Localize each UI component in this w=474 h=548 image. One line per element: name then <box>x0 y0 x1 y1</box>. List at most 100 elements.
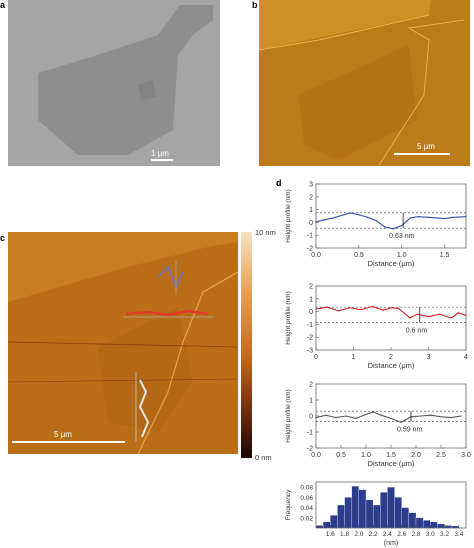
panel-c-scalebar <box>12 441 125 443</box>
x-tick-label: 1 <box>352 354 356 361</box>
panel-d-letter: d <box>276 178 282 188</box>
panel-a-letter: a <box>0 0 6 10</box>
profile-point <box>440 416 442 418</box>
y-tick-label: 0 <box>309 414 313 421</box>
profile-point <box>426 216 429 218</box>
profile-point <box>315 417 317 419</box>
x-axis-label: Distance (μm) <box>368 361 415 370</box>
x-tick-label: 2.6 <box>397 531 406 538</box>
y-tick-label: 0 <box>309 220 313 227</box>
panel-b-letter: b <box>252 0 258 10</box>
profile-point <box>416 313 418 315</box>
histogram-bar <box>351 485 360 529</box>
histogram-bar <box>415 517 424 529</box>
annotation-label: 0.6 nm <box>406 327 428 334</box>
profile-point <box>450 417 452 419</box>
profile-point <box>465 216 467 218</box>
profile-point <box>380 414 382 416</box>
profile-point <box>365 413 367 415</box>
profile-point <box>409 217 411 219</box>
y-tick-label: 3 <box>309 182 313 189</box>
panel-c-afm-map <box>8 232 238 454</box>
histogram-bar <box>372 504 381 529</box>
y-axis-label: Frequency <box>285 489 292 520</box>
histogram-bar <box>422 520 431 529</box>
profile-point <box>400 421 402 423</box>
histogram-bar <box>387 486 395 529</box>
x-tick-label: 2.8 <box>411 531 420 538</box>
histogram-bar <box>337 504 345 529</box>
x-tick-label: 0.0 <box>311 252 321 259</box>
y-tick-label: 2 <box>309 194 313 201</box>
histogram-bar <box>437 523 445 529</box>
y-tick-label: -2 <box>307 446 313 453</box>
histogram-bar <box>358 489 367 529</box>
profile-point <box>335 417 337 419</box>
y-tick-label: 0.08 <box>300 485 313 492</box>
histogram-bar <box>365 499 374 529</box>
histogram-bar <box>380 492 388 529</box>
y-axis-label: Height profile (nm) <box>285 291 292 344</box>
colorbar-top-label: 10 nm <box>255 228 276 237</box>
profile-point <box>392 228 394 230</box>
height-profile-chart-3: -2 -1 0 1 2 0.0 0.5 1.0 1.5 2.0 2.5 3.0 Distance (μm… <box>285 382 471 469</box>
annotation-label: 0.59 nm <box>397 427 422 434</box>
x-tick-label: 3.4 <box>454 531 463 538</box>
histogram-bar <box>322 521 331 529</box>
x-tick-label: 2.0 <box>354 531 363 538</box>
plot-frame <box>315 383 467 449</box>
panel-a-image: 1 μm <box>8 0 220 166</box>
height-profile-chart-2: -3 -2 -1 0 1 2 0 1 2 3 4 Distance (μm) Height profil… <box>285 284 468 371</box>
profile-point <box>325 414 327 416</box>
colorbar-bottom-label: 0 nm <box>255 453 272 462</box>
y-tick-label: -1 <box>307 233 313 240</box>
profile-point <box>430 414 432 416</box>
profile-point <box>443 217 446 220</box>
x-axis-label: (nm) <box>384 540 398 547</box>
profile-point <box>332 217 334 219</box>
y-tick-label: 0.02 <box>300 515 313 522</box>
x-tick-label: 1.8 <box>340 531 349 538</box>
panel-b-afm-map <box>259 0 470 166</box>
panel-a-micrograph <box>8 0 220 166</box>
y-axis-label: Height profile (nm) <box>285 189 292 242</box>
profile-point <box>435 217 437 219</box>
y-tick-label: -1 <box>307 322 313 329</box>
histogram-bar <box>401 507 410 529</box>
y-tick-label: 2 <box>309 284 313 291</box>
profile-point <box>366 216 369 218</box>
x-tick-label: 2.2 <box>369 531 378 538</box>
x-tick-label: 0.5 <box>354 252 364 259</box>
profile-point <box>420 415 422 417</box>
histogram-bar <box>330 515 338 529</box>
y-tick-label: -3 <box>307 348 313 355</box>
x-tick-label: 1.0 <box>361 452 371 459</box>
x-axis-label: Distance (μm) <box>368 259 415 268</box>
y-tick-label: 0.06 <box>300 495 313 502</box>
profile-point <box>465 314 467 317</box>
plot-frame <box>315 183 467 249</box>
profile-point <box>372 411 375 413</box>
profile-point <box>450 317 452 319</box>
profile-point <box>371 305 373 308</box>
profile-point <box>375 219 377 222</box>
profile-point <box>383 226 386 228</box>
x-tick-label: 1.5 <box>440 252 450 259</box>
x-tick-label: 4 <box>464 354 468 361</box>
panel-b-scalebar <box>394 153 450 155</box>
profile-line <box>315 212 467 230</box>
profile-point <box>326 306 328 308</box>
panel-c-colorbar <box>241 232 252 458</box>
x-axis-label: Distance (μm) <box>368 459 415 468</box>
x-tick-label: 0.0 <box>311 452 321 459</box>
y-tick-label: 1 <box>309 296 313 303</box>
y-tick-label: 0 <box>309 309 313 316</box>
x-tick-label: 0.5 <box>336 452 346 459</box>
profile-point <box>452 216 454 218</box>
profile-point <box>418 216 420 218</box>
x-tick-label: 2.4 <box>383 531 392 538</box>
histogram-bar <box>444 525 452 529</box>
y-tick-label: 0.04 <box>300 505 313 512</box>
x-tick-label: 2.0 <box>411 452 421 459</box>
panel-b-image: 5 μm <box>259 0 470 166</box>
